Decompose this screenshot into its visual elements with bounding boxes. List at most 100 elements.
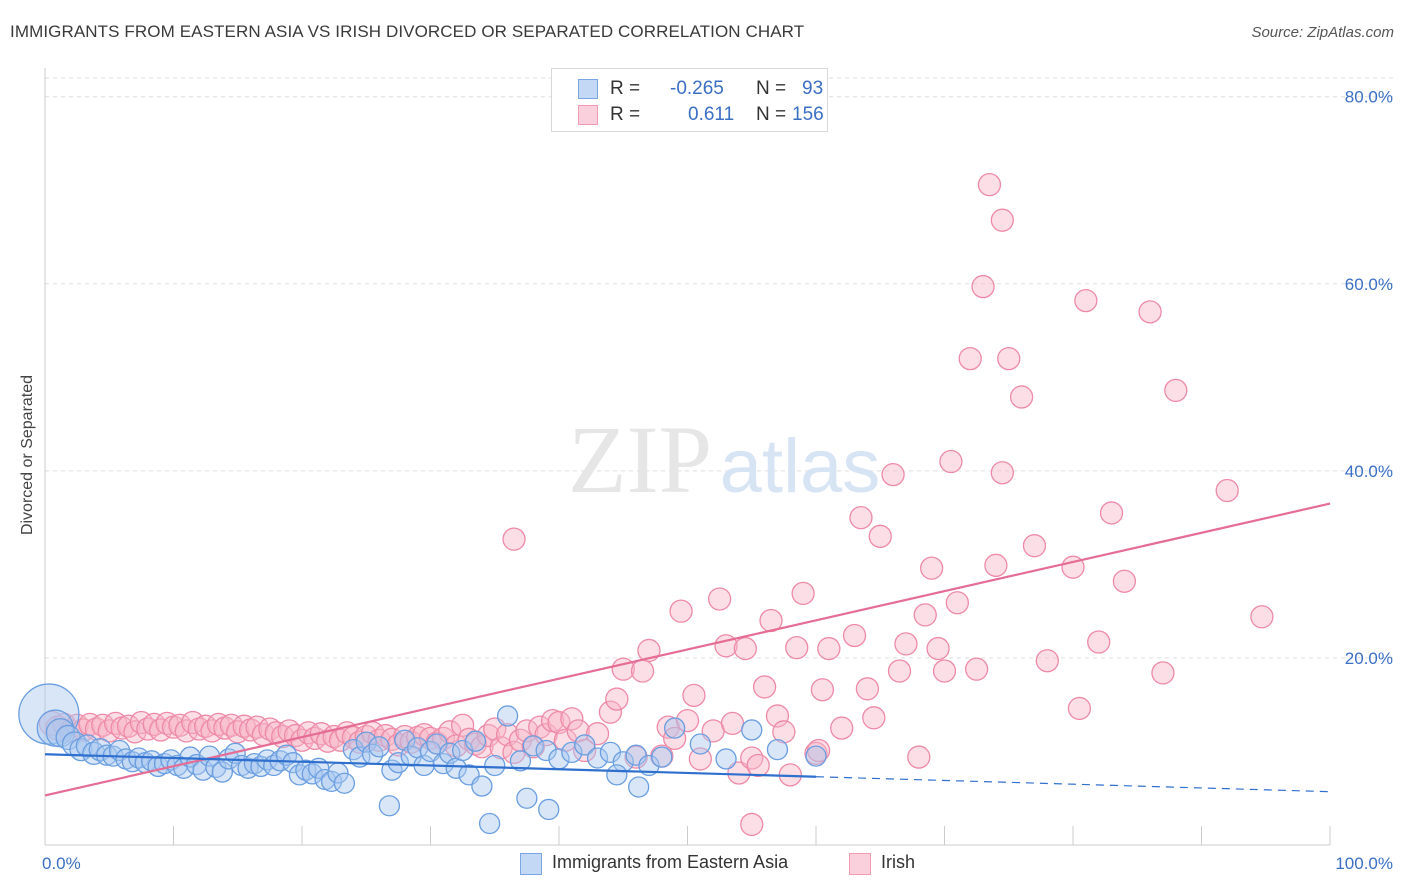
irish-point [881, 462, 905, 487]
trend-lines [44, 502, 1331, 797]
irish-point [495, 722, 520, 747]
irish-point [181, 710, 205, 735]
irish-point [1099, 501, 1124, 525]
eastern-asia-point [333, 772, 356, 794]
irish-point [868, 524, 892, 548]
irish-point [855, 677, 880, 701]
x-tick-label: 100.0% [1335, 854, 1393, 873]
irish-point [752, 675, 777, 699]
eastern-asia-trend-extension [815, 776, 1331, 793]
y-tick-label: 80.0% [1345, 88, 1393, 107]
irish-point [470, 735, 494, 759]
eastern-asia-point [741, 719, 763, 741]
eastern-asia-point [355, 731, 377, 753]
eastern-asia-point [464, 730, 487, 752]
eastern-asia-point [538, 798, 560, 821]
eastern-asia-point [432, 752, 455, 775]
irish-point [913, 603, 937, 627]
legend-swatch-pink [849, 853, 871, 875]
eastern-asia-point [301, 763, 323, 785]
irish-point [926, 636, 950, 661]
irish-point [585, 722, 610, 746]
y-tick-label: 40.0% [1345, 462, 1393, 481]
legend-n-value: 93 [802, 78, 824, 99]
eastern-asia-point [509, 750, 532, 772]
irish-point [977, 172, 1002, 197]
irish-point [675, 708, 700, 733]
irish-point [849, 505, 873, 530]
watermark: ZIP atlas [568, 406, 880, 513]
irish-point [682, 683, 706, 707]
eastern-asia-point [75, 734, 100, 758]
irish-point [971, 274, 995, 299]
y-tick-label: 60.0% [1345, 275, 1393, 294]
eastern-asia-point [715, 748, 737, 770]
chart-title: IMMIGRANTS FROM EASTERN ASIA VS IRISH DI… [10, 22, 805, 41]
irish-point [534, 722, 558, 747]
irish-point [1067, 696, 1092, 721]
irish-point [990, 208, 1014, 232]
legend-r-value: 0.611 [688, 104, 735, 125]
irish-point [958, 346, 982, 371]
legend-n-value: 156 [792, 104, 824, 125]
irish-point [219, 713, 243, 737]
irish-point [502, 527, 526, 551]
irish-point [887, 659, 912, 683]
eastern-asia-point [368, 736, 390, 758]
eastern-asia-point [766, 738, 789, 761]
eastern-asia-point [496, 705, 519, 727]
legend-r-label: R = [610, 104, 641, 125]
irish-point [997, 346, 1021, 371]
axes [44, 68, 1331, 846]
legend-r-value: -0.265 [670, 78, 724, 99]
irish-point [1151, 661, 1175, 685]
eastern-asia-point [628, 776, 650, 798]
irish-point [1009, 385, 1034, 409]
legend-n-label: N = [756, 78, 787, 99]
eastern-asia-point [586, 747, 609, 769]
eastern-asia-point [18, 683, 80, 745]
irish-point [894, 632, 918, 656]
irish-point [669, 599, 693, 623]
irish-point [746, 753, 770, 778]
irish-point [1035, 649, 1059, 673]
irish-point [630, 659, 655, 683]
irish-point [450, 713, 475, 737]
eastern-asia-point [484, 754, 506, 777]
irish-point [907, 745, 931, 769]
irish-point [945, 591, 969, 615]
irish-point [862, 706, 886, 730]
irish-point [688, 747, 712, 771]
irish-trend-line [44, 502, 1331, 797]
irish-point [830, 716, 854, 740]
eastern-asia-trend-line [44, 753, 817, 778]
irish-point [1138, 300, 1162, 324]
eastern-asia-point [522, 735, 544, 757]
eastern-asia-point [394, 729, 416, 751]
irish-point [984, 553, 1008, 577]
eastern-asia-point [387, 752, 410, 774]
irish-point [547, 710, 571, 735]
eastern-asia-point [378, 795, 401, 817]
legend-label-irish: Irish [881, 852, 916, 872]
irish-point [1215, 478, 1239, 503]
irish-point [990, 461, 1014, 485]
irish-point [560, 707, 584, 731]
irish-point [707, 587, 732, 611]
irish-point [1250, 605, 1274, 629]
irish-point [817, 636, 841, 661]
legend-label-eastern-asia: Immigrants from Eastern Asia [552, 852, 789, 872]
eastern-asia-point [211, 761, 233, 783]
eastern-asia-point [638, 754, 660, 777]
eastern-asia-point [516, 787, 538, 809]
irish-point [842, 623, 867, 648]
irish-point [1164, 378, 1188, 403]
eastern-asia-point [606, 764, 628, 786]
irish-point [733, 636, 757, 661]
x-tick-label: 0.0% [42, 854, 81, 873]
irish-point [1112, 569, 1137, 593]
irish-point [785, 635, 809, 660]
eastern-asia-point [478, 812, 501, 835]
irish-point [772, 720, 796, 744]
